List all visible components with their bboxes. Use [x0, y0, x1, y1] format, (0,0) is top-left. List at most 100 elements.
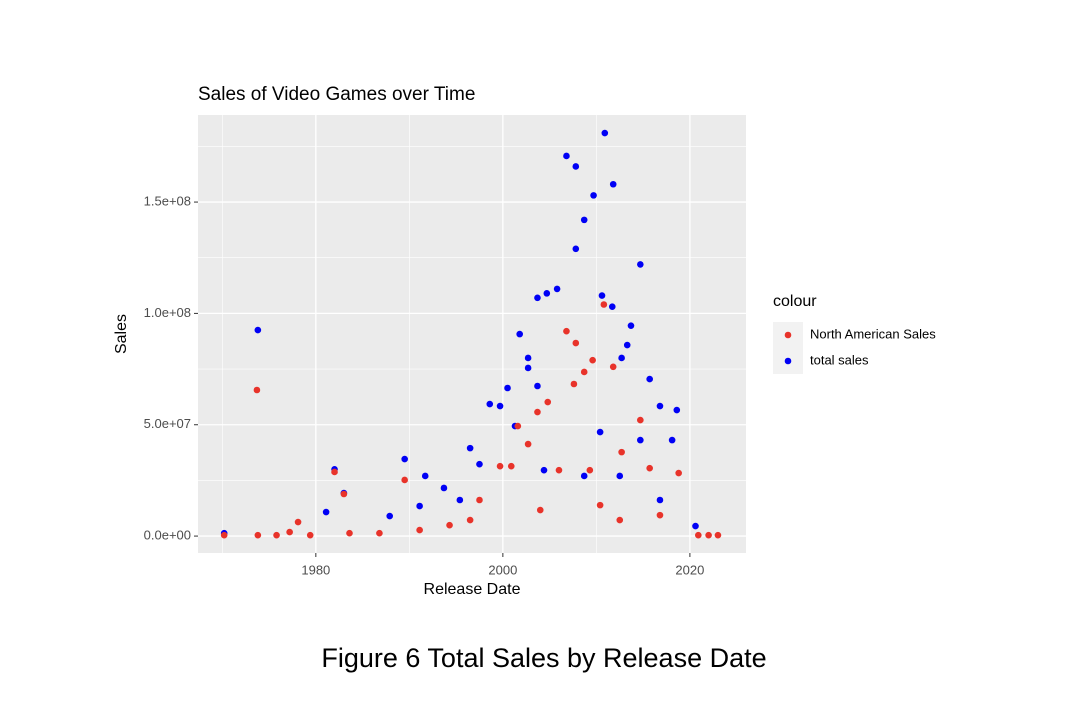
point — [421, 472, 429, 480]
point — [524, 364, 532, 372]
point — [646, 375, 653, 383]
figure-caption: Figure 6 Total Sales by Release Date — [321, 643, 766, 673]
point — [589, 356, 596, 364]
point — [563, 327, 570, 335]
legend-label: North American Sales — [810, 326, 936, 341]
point — [637, 261, 644, 268]
point — [656, 511, 664, 519]
point — [675, 469, 682, 477]
point — [656, 402, 664, 410]
point — [673, 406, 681, 414]
point — [401, 476, 408, 484]
point — [656, 496, 664, 504]
point — [536, 506, 544, 514]
point — [253, 386, 261, 394]
point — [254, 326, 262, 334]
point — [476, 460, 483, 468]
point — [601, 129, 609, 137]
point — [466, 516, 474, 524]
point — [553, 285, 561, 293]
point — [514, 422, 522, 430]
point — [540, 466, 548, 474]
point — [322, 508, 330, 516]
point — [486, 400, 494, 408]
point — [596, 501, 604, 509]
point — [476, 496, 483, 504]
point — [692, 522, 699, 530]
point — [637, 416, 644, 424]
point — [572, 245, 580, 253]
point — [273, 531, 280, 539]
point — [572, 163, 580, 170]
point — [646, 464, 653, 472]
x-tick-label: 2020 — [675, 562, 704, 577]
y-tick-label: 1.5e+08 — [144, 194, 191, 209]
point — [220, 531, 228, 539]
y-tick-label: 1.0e+08 — [144, 305, 191, 320]
point — [340, 490, 348, 498]
point — [386, 512, 394, 520]
point — [294, 518, 302, 526]
point — [555, 466, 563, 474]
chart-title: Sales of Video Games over Time — [198, 84, 475, 105]
point — [544, 398, 552, 406]
point — [580, 368, 588, 376]
x-tick-label: 1980 — [301, 562, 330, 577]
point — [695, 531, 702, 539]
point — [590, 192, 597, 199]
point — [534, 408, 541, 416]
point — [507, 462, 515, 470]
point — [416, 502, 423, 510]
point — [466, 444, 474, 452]
x-tick-label: 2000 — [488, 562, 517, 577]
point — [543, 290, 551, 297]
point — [286, 528, 293, 536]
point — [331, 468, 338, 476]
point — [563, 152, 570, 160]
point — [616, 516, 624, 524]
point — [416, 526, 423, 534]
plot-panel — [198, 115, 746, 553]
point — [504, 384, 511, 392]
point — [609, 180, 617, 188]
point — [596, 428, 604, 436]
point — [627, 322, 635, 329]
point — [496, 462, 504, 470]
point — [618, 448, 625, 456]
point — [306, 531, 314, 539]
point — [668, 436, 676, 444]
point — [608, 303, 616, 311]
x-axis-label: Release Date — [424, 581, 521, 598]
y-tick-label: 5.0e+07 — [144, 416, 191, 431]
point — [616, 472, 624, 480]
point — [524, 440, 532, 448]
point — [586, 466, 594, 474]
point — [446, 521, 453, 529]
legend: colour North American Sales total sales — [773, 293, 936, 374]
point — [705, 531, 712, 539]
legend-title: colour — [773, 293, 817, 310]
point — [254, 531, 262, 539]
point — [440, 484, 448, 492]
point — [609, 363, 617, 371]
point — [534, 294, 541, 302]
point — [534, 382, 541, 390]
point — [496, 402, 504, 410]
points — [220, 129, 722, 539]
point — [572, 339, 580, 347]
point — [456, 496, 464, 504]
point — [516, 330, 523, 338]
legend-label: total sales — [810, 352, 869, 367]
point — [598, 292, 606, 299]
point — [524, 354, 532, 362]
point — [346, 529, 353, 537]
point — [714, 531, 722, 539]
point — [623, 341, 631, 349]
grid — [198, 115, 746, 553]
point — [618, 354, 625, 362]
legend-swatch — [784, 331, 792, 339]
point — [401, 455, 408, 463]
point — [570, 380, 578, 388]
y-axis-label: Sales — [113, 314, 130, 354]
